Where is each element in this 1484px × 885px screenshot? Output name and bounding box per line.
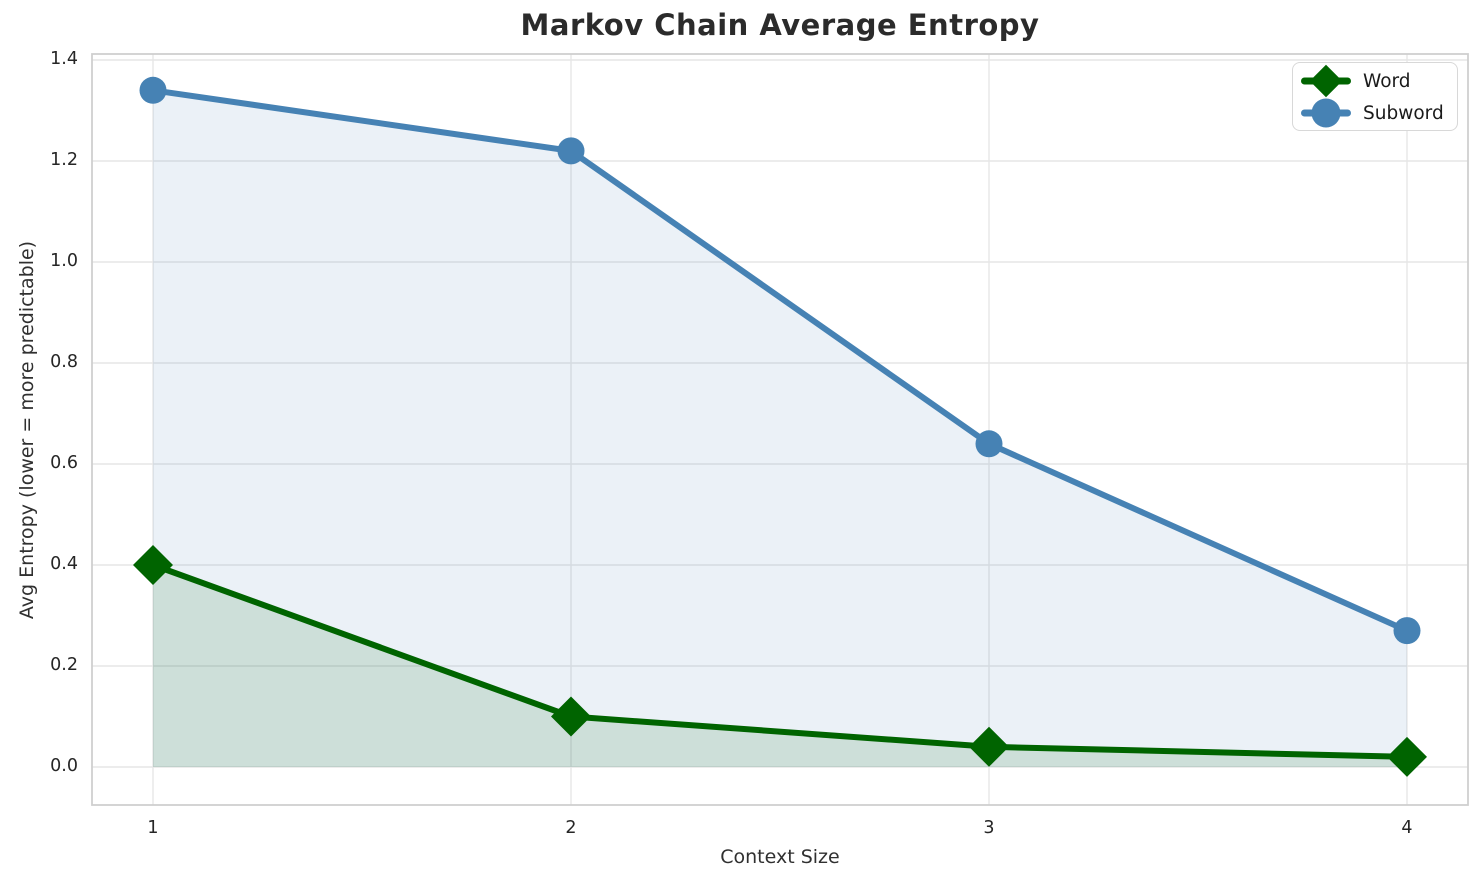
subword-data-point	[1393, 617, 1421, 645]
plot-frame	[91, 53, 1469, 806]
y-tick-label: 0.2	[50, 655, 78, 675]
y-tick-label: 1.0	[50, 251, 78, 271]
chart-title: Markov Chain Average Entropy	[520, 8, 1040, 42]
word-area-fill	[153, 565, 1407, 767]
word-data-point	[969, 726, 1009, 767]
legend-label: Subword	[1363, 102, 1444, 124]
subword-data-point	[975, 430, 1003, 458]
x-tick-label: 1	[147, 818, 159, 838]
x-tick-label: 2	[565, 818, 577, 838]
y-tick-label: 0.0	[50, 756, 78, 776]
diamond-marker-icon	[1301, 64, 1351, 98]
x-axis-label: Context Size	[720, 846, 840, 868]
subword-area-fill	[153, 90, 1407, 768]
word-line	[150, 562, 1410, 760]
legend-item: Subword	[1301, 97, 1451, 129]
y-tick-label: 1.2	[50, 150, 78, 170]
subword-data-point	[557, 137, 585, 165]
subword-data-point	[139, 76, 167, 104]
circle-icon	[1311, 98, 1341, 128]
x-tick-label: 3	[983, 818, 995, 838]
y-tick-label: 0.4	[50, 554, 78, 574]
x-tick-label: 4	[1401, 818, 1413, 838]
word-data-point	[133, 545, 173, 585]
y-tick-label: 1.4	[50, 49, 78, 69]
subword-line	[150, 87, 1410, 634]
y-tick-label: 0.8	[50, 352, 78, 372]
legend: Word Subword	[1292, 62, 1458, 131]
circle-marker-icon	[1301, 97, 1351, 129]
legend-item: Word	[1301, 64, 1451, 98]
word-data-point	[1387, 736, 1427, 777]
y-tick-label: 0.6	[50, 453, 78, 473]
legend-label: Word	[1363, 70, 1411, 92]
diamond-icon	[1309, 64, 1343, 98]
word-data-point	[551, 696, 591, 737]
